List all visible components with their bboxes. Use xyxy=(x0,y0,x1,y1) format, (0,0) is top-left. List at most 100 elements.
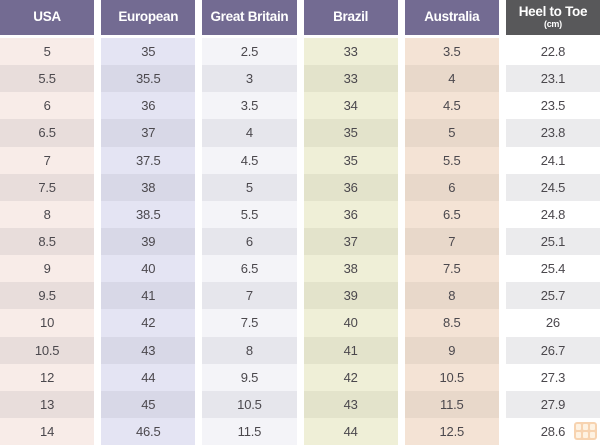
table-cell: 7.5 xyxy=(404,255,499,283)
column-header-sublabel: (cm) xyxy=(544,19,562,30)
table-cell: 8.5 xyxy=(404,309,499,337)
table-cell: 44 xyxy=(101,363,196,391)
table-cell: 9.5 xyxy=(0,282,95,310)
column-header: Great Britain xyxy=(202,0,297,35)
table-cell: 4 xyxy=(202,119,297,147)
table-cell: 2.5 xyxy=(202,38,297,66)
table-cell: 22.8 xyxy=(505,38,600,66)
table-cell: 28.6 xyxy=(505,417,600,445)
column-header: Brazil xyxy=(303,0,398,35)
table-cell: 7 xyxy=(404,227,499,256)
table-cell: 6.5 xyxy=(404,200,499,228)
table-cell: 23.5 xyxy=(505,92,600,120)
table-cell: 39 xyxy=(101,227,196,256)
table-cell: 36 xyxy=(303,200,398,228)
column-australia: Australia 3.5 4 4.5 5 5.5 6 6.5 7 7.5 8 8.5 9 10.5 11.… xyxy=(404,0,499,445)
watermark-grid-cell xyxy=(590,432,595,438)
table-cell: 36 xyxy=(101,92,196,120)
table-cell: 9 xyxy=(0,255,95,283)
table-cell: 7.5 xyxy=(202,309,297,337)
table-cell: 12 xyxy=(0,363,95,391)
column-header-label: Great Britain xyxy=(210,9,289,25)
table-cell: 38 xyxy=(303,255,398,283)
table-cell: 42 xyxy=(101,309,196,337)
table-cell: 33 xyxy=(303,38,398,66)
column-great-britain: Great Britain 2.5 3 3.5 4 4.5 5 5.5 6 6.5 7 7.5 8 9.5… xyxy=(202,0,297,445)
table-cell: 5.5 xyxy=(0,65,95,93)
table-cell: 35 xyxy=(101,38,196,66)
table-cell: 8 xyxy=(404,282,499,310)
table-cell: 5 xyxy=(0,38,95,66)
table-cell: 43 xyxy=(101,336,196,364)
table-cell: 11.5 xyxy=(202,417,297,445)
table-cell: 6 xyxy=(0,92,95,120)
table-cell: 25.4 xyxy=(505,255,600,283)
table-cell: 41 xyxy=(101,282,196,310)
table-cell: 7.5 xyxy=(0,173,95,201)
table-cell: 13 xyxy=(0,390,95,418)
table-cell: 41 xyxy=(303,336,398,364)
table-cell: 40 xyxy=(101,255,196,283)
watermark-grid-cell xyxy=(590,424,595,430)
table-cell: 24.5 xyxy=(505,173,600,201)
column-usa: USA 5 5.5 6 6.5 7 7.5 8 8.5 9 9.5 10 10.5 12 13 14 xyxy=(0,0,95,445)
table-cell: 11.5 xyxy=(404,390,499,418)
table-cell: 10.5 xyxy=(202,390,297,418)
table-cell: 36 xyxy=(303,173,398,201)
table-cell: 34 xyxy=(303,92,398,120)
column-brazil: Brazil 33 33 34 35 35 36 36 37 38 39 40 41 42 43 44 xyxy=(303,0,398,445)
table-cell: 35.5 xyxy=(101,65,196,93)
table-cell: 8 xyxy=(202,336,297,364)
column-header-label: Brazil xyxy=(333,9,369,25)
column-header-label: Australia xyxy=(424,9,480,25)
table-cell: 42 xyxy=(303,363,398,391)
table-cell: 7 xyxy=(0,146,95,174)
table-cell: 3.5 xyxy=(202,92,297,120)
table-cell: 5 xyxy=(202,173,297,201)
table-cell: 10 xyxy=(0,309,95,337)
table-cell: 33 xyxy=(303,65,398,93)
table-cell: 27.3 xyxy=(505,363,600,391)
watermark-grid-cell xyxy=(583,424,588,430)
column-heel-to-toe: Heel to Toe (cm) 22.8 23.1 23.5 23.8 24.1 24.5 2… xyxy=(505,0,600,445)
table-cell: 8.5 xyxy=(0,227,95,256)
table-cell: 4.5 xyxy=(202,146,297,174)
table-cell: 9 xyxy=(404,336,499,364)
table-cell: 23.1 xyxy=(505,65,600,93)
column-header-label: Heel to Toe xyxy=(518,4,588,20)
table-cell: 26.7 xyxy=(505,336,600,364)
table-cell: 6 xyxy=(404,173,499,201)
table-cell: 6 xyxy=(202,227,297,256)
table-cell: 27.9 xyxy=(505,390,600,418)
table-cell: 8 xyxy=(0,200,95,228)
table-cell: 46.5 xyxy=(101,417,196,445)
table-cell: 3.5 xyxy=(404,38,499,66)
table-cell: 44 xyxy=(303,417,398,445)
table-cell: 3 xyxy=(202,65,297,93)
table-cell: 5.5 xyxy=(202,200,297,228)
table-cell: 26 xyxy=(505,309,600,337)
table-cell: 43 xyxy=(303,390,398,418)
table-cell: 12.5 xyxy=(404,417,499,445)
column-header: Heel to Toe (cm) xyxy=(505,0,600,35)
table-cell: 37 xyxy=(101,119,196,147)
table-cell: 4 xyxy=(404,65,499,93)
table-cell: 4.5 xyxy=(404,92,499,120)
watermark-grid-cell xyxy=(576,424,581,430)
column-header-label: USA xyxy=(33,9,61,25)
table-cell: 23.8 xyxy=(505,119,600,147)
watermark-grid-cell xyxy=(576,432,581,438)
table-cell: 9.5 xyxy=(202,363,297,391)
table-cell: 10.5 xyxy=(404,363,499,391)
table-cell: 40 xyxy=(303,309,398,337)
table-cell: 35 xyxy=(303,119,398,147)
table-cell: 24.1 xyxy=(505,146,600,174)
table-cell: 5 xyxy=(404,119,499,147)
table-cell: 25.7 xyxy=(505,282,600,310)
table-cell: 6.5 xyxy=(0,119,95,147)
column-header-label: European xyxy=(118,9,179,25)
table-cell: 7 xyxy=(202,282,297,310)
table-cell: 38.5 xyxy=(101,200,196,228)
column-header: USA xyxy=(0,0,95,35)
watermark-grid-cell xyxy=(583,432,588,438)
